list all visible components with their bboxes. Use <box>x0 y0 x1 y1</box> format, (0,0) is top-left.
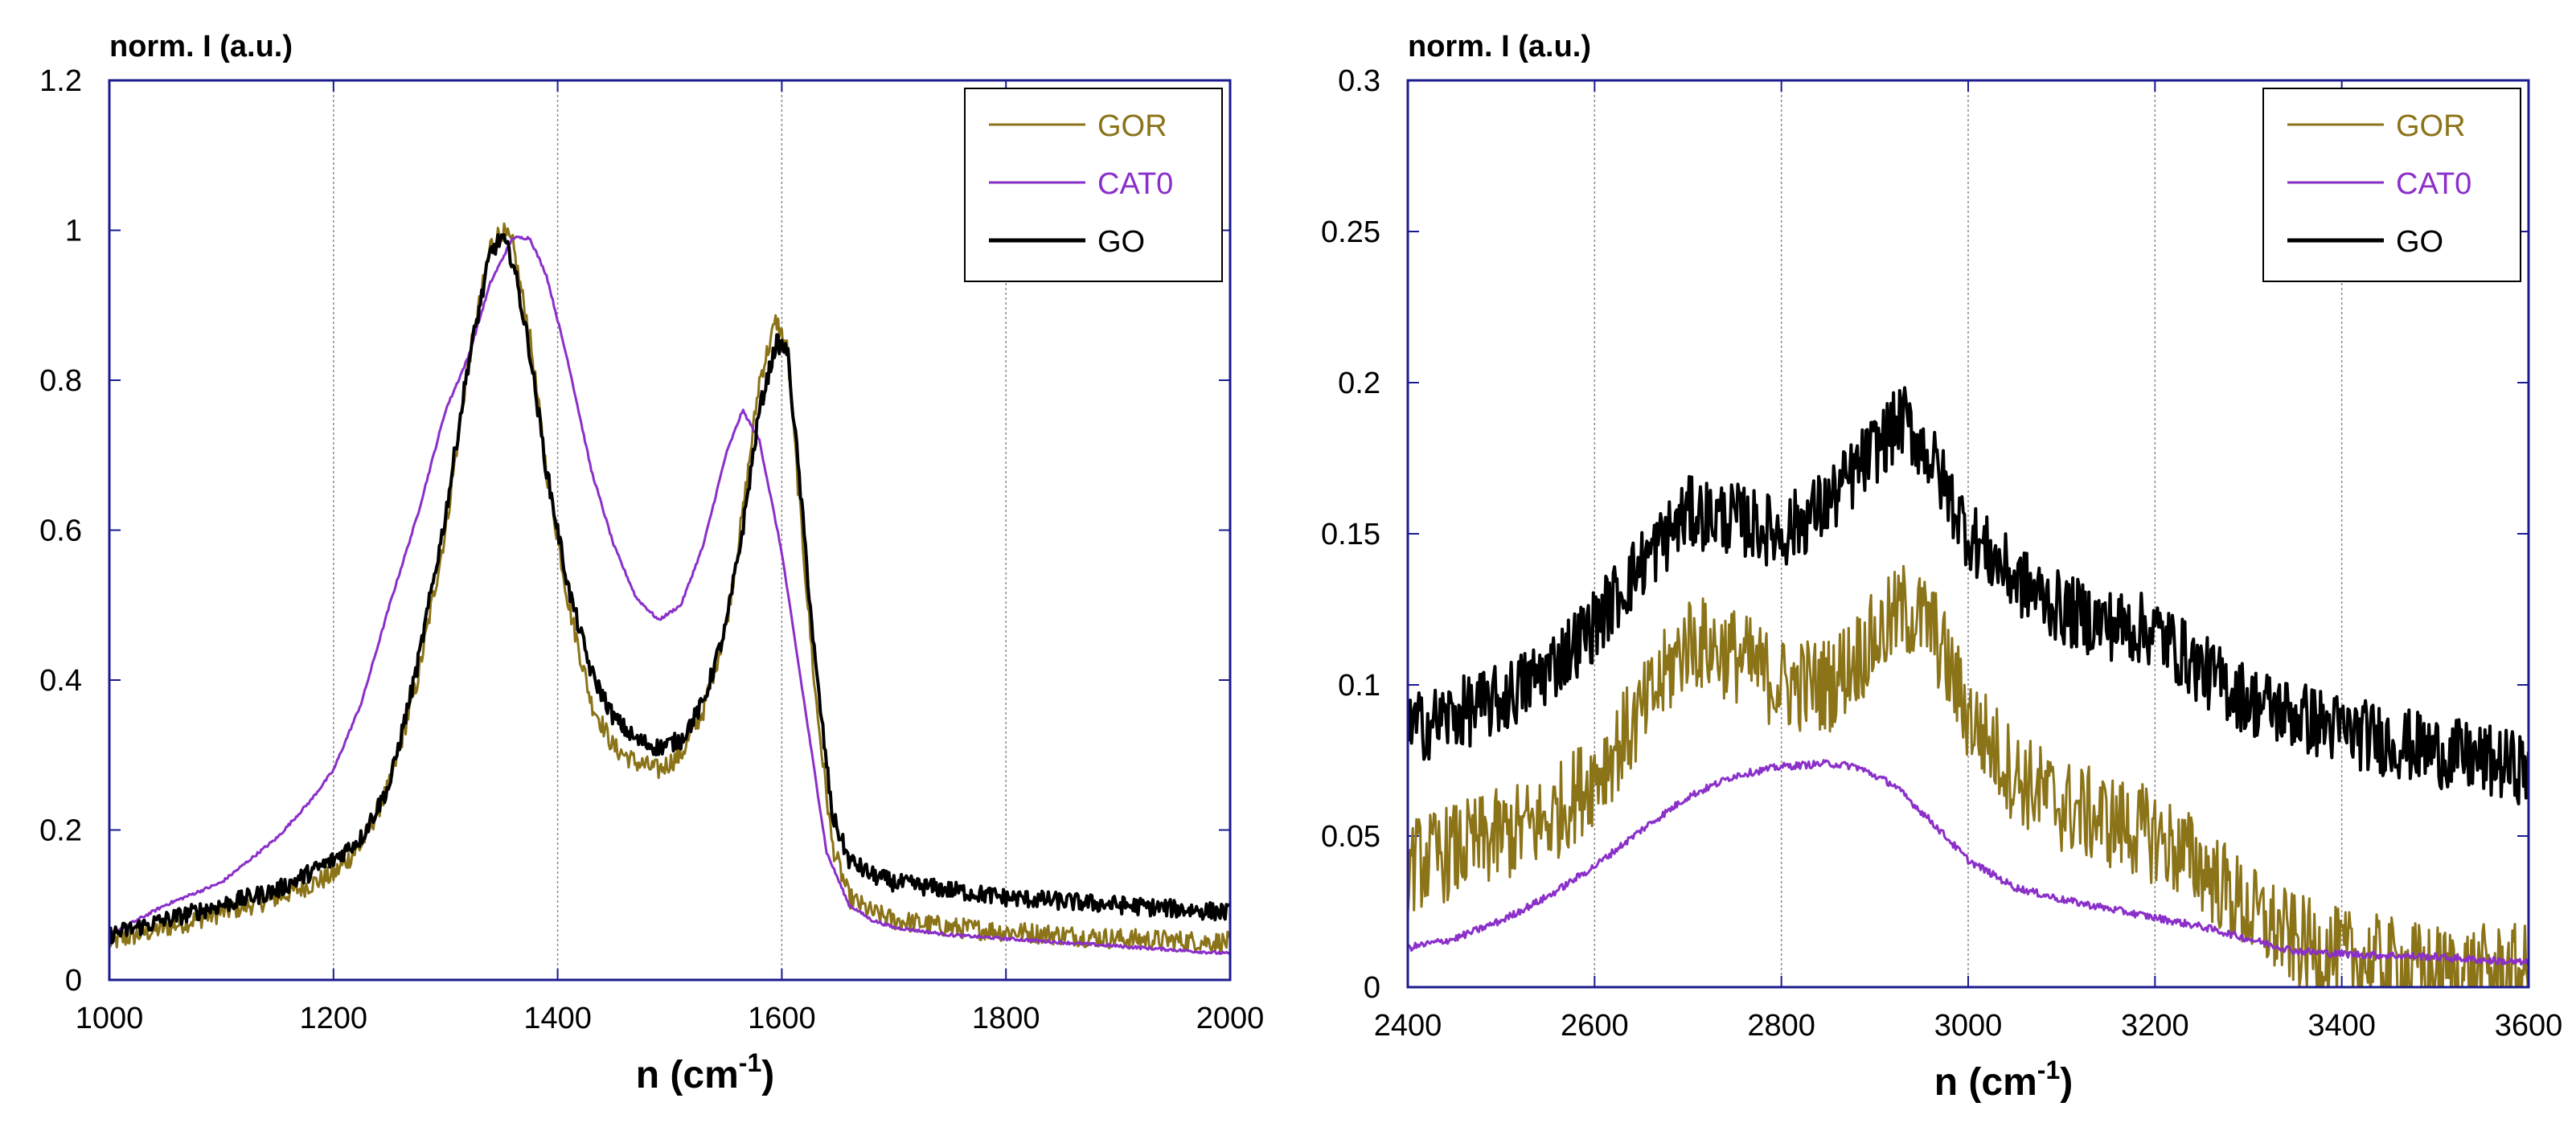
chart2-ytick-label: 0.2 <box>1338 367 1380 400</box>
chart2: 0 0.05 0.1 0.15 0.2 0.25 0.3 2400 2600 2800 3000 32… <box>1321 30 2562 1104</box>
chart1-series-gor <box>109 222 1230 954</box>
chart1-ytick-label: 0.2 <box>39 814 82 848</box>
chart2-xtick-label: 2800 <box>1747 1009 1815 1043</box>
chart1-plot-frame <box>108 79 1232 982</box>
chart1-xtick-label: 2000 <box>1196 1002 1265 1035</box>
chart2-series-go <box>1408 386 2529 805</box>
chart2-xtick-label: 3200 <box>2121 1009 2189 1043</box>
chart2-xtick-label: 3400 <box>2307 1009 2376 1043</box>
chart2-xlabel-sup: -1 <box>2037 1055 2060 1084</box>
chart2-legend: GOR CAT0 GO <box>2262 88 2521 282</box>
chart2-ytick-label: 0.25 <box>1321 215 1380 249</box>
chart2-legend-label-go: GO <box>2396 225 2443 259</box>
chart1-ytick-label: 0.8 <box>39 364 82 398</box>
chart2-ytick-label: 0.3 <box>1338 64 1380 98</box>
chart1-xtick-label: 1600 <box>748 1002 816 1035</box>
chart2-xlabel-close: ) <box>2060 1061 2073 1104</box>
chart1-series-go <box>109 233 1230 945</box>
chart1-xtick-label: 1400 <box>523 1002 592 1035</box>
chart2-xlabel-main: n (cm <box>1934 1061 2037 1104</box>
chart1-ytick-label: 0 <box>65 964 82 998</box>
chart2-xtick-label: 3600 <box>2495 1009 2563 1043</box>
chart2-legend-label-cat0: CAT0 <box>2396 167 2471 201</box>
chart2-ytick-label: 0 <box>1364 971 1380 1005</box>
chart1-ytick-label: 1 <box>65 215 82 248</box>
chart1-xlabel-main: n (cm <box>636 1054 739 1096</box>
chart2-ytick-label: 0.05 <box>1321 820 1380 854</box>
chart1: 0 0.2 0.4 0.6 0.8 1 1.2 1000 1200 1400 1600 1800 200… <box>39 30 1264 1096</box>
chart1-legend-label-gor: GOR <box>1097 109 1167 143</box>
chart2-xtick-label: 2600 <box>1561 1009 1629 1043</box>
chart2-ylabel: norm. I (a.u.) <box>1408 30 1591 64</box>
chart2-plot-frame <box>1406 79 2530 989</box>
chart1-ytick-label: 1.2 <box>39 64 82 98</box>
chart2-xtick-label: 3000 <box>1934 1009 2003 1043</box>
chart1-ytick-label: 0.4 <box>39 664 82 698</box>
chart1-legend-label-go: GO <box>1097 225 1145 259</box>
chart1-xtick-label: 1800 <box>972 1002 1040 1035</box>
chart2-series-gor <box>1408 564 2529 987</box>
chart2-xtick-label: 2400 <box>1374 1009 1442 1043</box>
chart2-xlabel: n (cm-1) <box>1934 1055 2073 1104</box>
chart1-ytick-label: 0.6 <box>39 514 82 548</box>
chart1-legend-label-cat0: CAT0 <box>1097 167 1173 201</box>
chart2-ytick-label: 0.1 <box>1338 669 1380 703</box>
chart1-xlabel: n (cm-1) <box>636 1048 774 1096</box>
chart1-xlabel-close: ) <box>761 1054 774 1096</box>
chart1-series-cat0 <box>109 235 1230 956</box>
chart1-xtick-label: 1000 <box>76 1002 144 1035</box>
chart1-legend: GOR CAT0 GO <box>964 88 1223 282</box>
chart2-legend-label-gor: GOR <box>2396 109 2466 143</box>
chart1-legend-box <box>964 88 1223 282</box>
chart1-xlabel-sup: -1 <box>739 1048 761 1077</box>
chart2-ytick-label: 0.15 <box>1321 518 1380 551</box>
chart2-legend-box <box>2262 88 2521 282</box>
chart2-series-cat0 <box>1408 759 2529 967</box>
chart1-ylabel: norm. I (a.u.) <box>109 30 293 64</box>
chart1-xtick-label: 1200 <box>300 1002 368 1035</box>
